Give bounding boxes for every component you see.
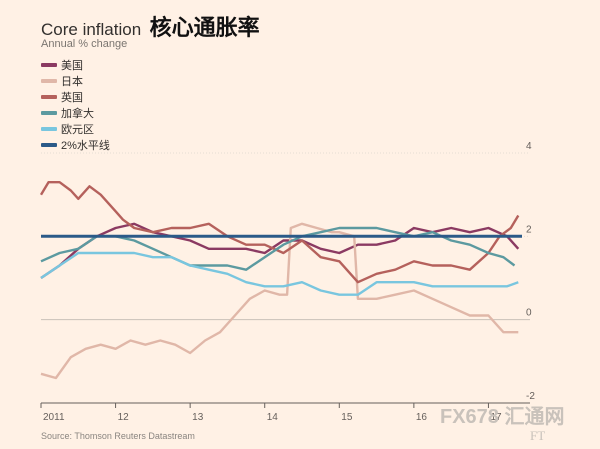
legend-swatch (41, 111, 57, 115)
series-line-美国 (40, 222, 520, 279)
y-tick-label: 0 (526, 308, 532, 319)
y-tick-label: 4 (526, 141, 532, 152)
legend-item: 加拿大 (41, 105, 110, 121)
legend-item: 美国 (41, 57, 110, 73)
legend-label: 美国 (61, 60, 83, 72)
series-line-英国 (39, 181, 520, 284)
y-tick-label: 2 (526, 224, 532, 235)
series-line-欧元区 (40, 251, 519, 296)
x-tick-label: 13 (192, 412, 204, 423)
x-tick-label: 2011 (43, 412, 65, 423)
title-english: Core inflation (41, 20, 142, 39)
chart-subtitle: Annual % change (41, 38, 128, 50)
legend-swatch (41, 63, 57, 67)
legend-label: 2%水平线 (61, 140, 110, 152)
legend-label: 欧元区 (61, 124, 94, 136)
legend-item: 欧元区 (41, 121, 110, 137)
series-line-加拿大 (40, 226, 516, 271)
legend-swatch (41, 95, 57, 99)
legend-label: 日本 (61, 76, 83, 88)
legend-item: 2%水平线 (41, 137, 110, 153)
x-tick-label: 16 (416, 412, 428, 423)
legend-swatch (41, 143, 57, 147)
legend-swatch (41, 127, 57, 131)
legend-item: 英国 (41, 89, 110, 105)
x-tick-label: 14 (267, 412, 279, 423)
series-line-日本 (40, 222, 519, 380)
chart-title: Core inflation 核心通胀率 (41, 10, 260, 42)
legend-swatch (41, 79, 57, 83)
x-tick-label: 12 (118, 412, 130, 423)
legend-label: 加拿大 (61, 108, 94, 120)
y-tick-label: -2 (526, 391, 535, 402)
x-tick-label: 15 (341, 412, 353, 423)
watermark-logo: FX678 汇通网 (440, 400, 564, 429)
legend-label: 英国 (61, 92, 83, 104)
title-chinese: 核心通胀率 (149, 15, 260, 40)
legend: 美国日本英国加拿大欧元区 2%水平线 (41, 57, 110, 153)
watermark-text: FX678 汇通网 (440, 406, 565, 428)
legend-item: 日本 (41, 73, 110, 89)
source-note: Source: Thomson Reuters Datastream (41, 431, 195, 441)
x-tick-label: 17 (490, 412, 502, 423)
watermark-ft: FT (530, 428, 546, 443)
